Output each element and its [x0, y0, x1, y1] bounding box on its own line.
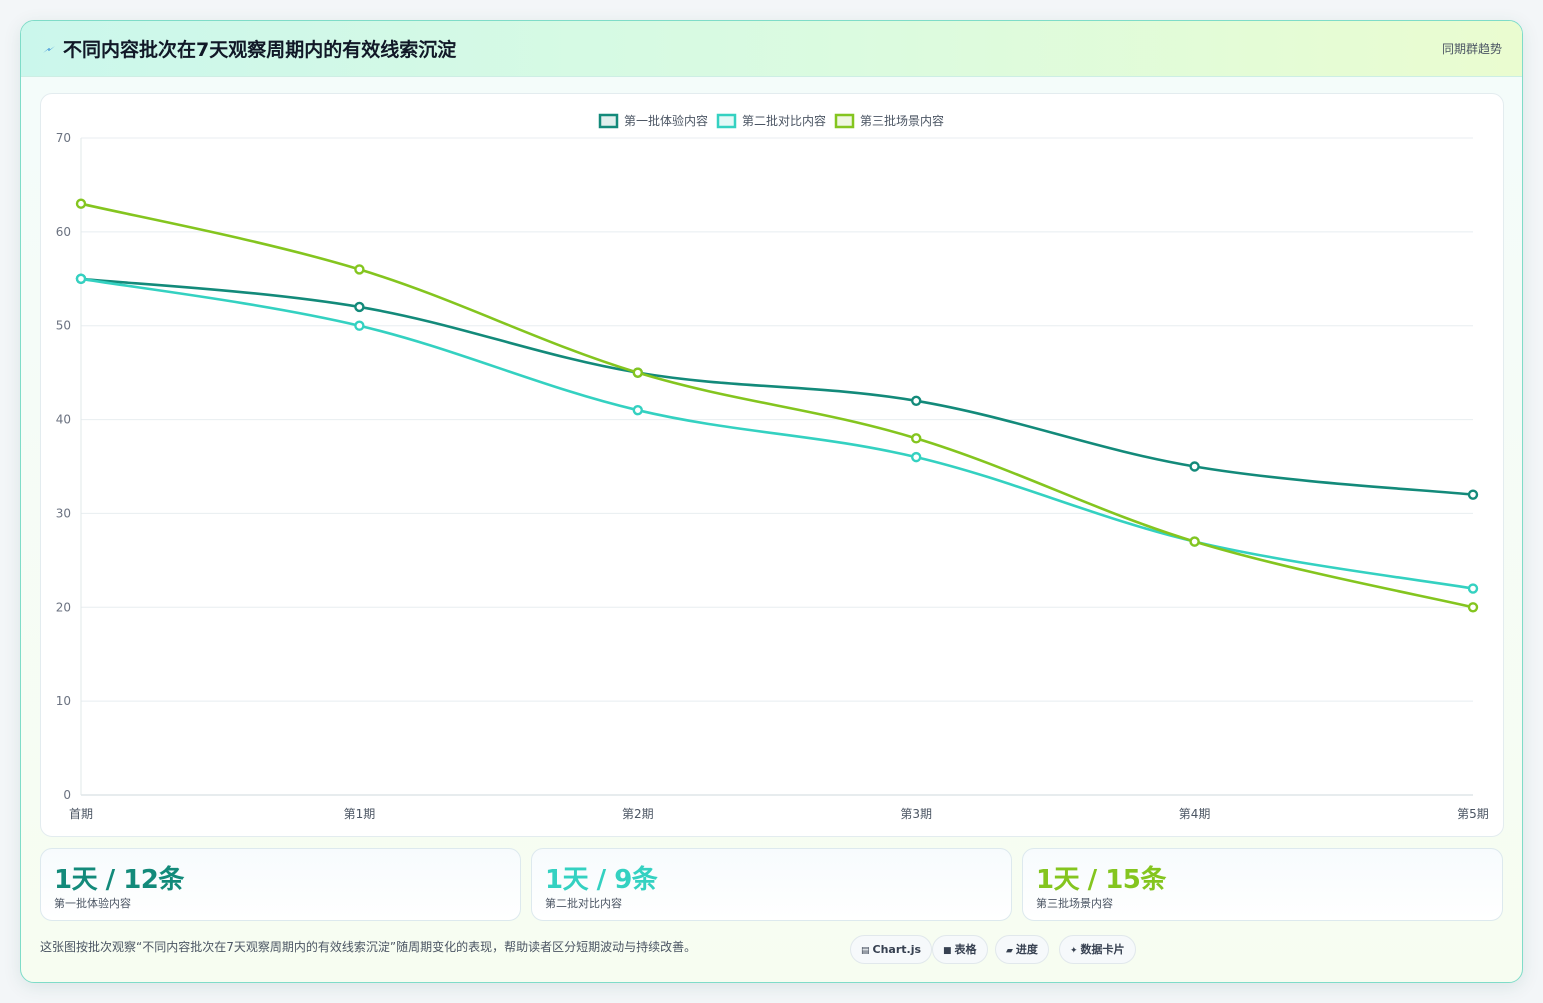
y-tick-label: 0 [63, 788, 71, 802]
legend-swatch [834, 113, 855, 129]
x-tick-label: 第3期 [900, 807, 932, 821]
lightning-icon [41, 40, 57, 58]
data-point [75, 273, 87, 284]
data-point [1467, 602, 1479, 613]
chip-label: 进度 [1015, 943, 1038, 956]
series-line [79, 277, 1475, 590]
x-tick-label: 第1期 [344, 807, 376, 821]
sparkle-icon: ✦ [1070, 946, 1078, 956]
stat-card-batch-2: 1天 / 9条 第二批对比内容 [531, 848, 1012, 921]
data-point [632, 367, 643, 378]
y-tick-label: 50 [56, 319, 71, 333]
chip-progress[interactable]: ▰ 进度 [995, 935, 1049, 964]
legend-label: 第二批对比内容 [742, 113, 826, 128]
chart-panel: 0 10 20 30 40 50 60 70 首期 第1期 第2期 第3期 第4期 第5期 第一批体验内容 第… [40, 93, 1504, 837]
y-tick-label: 60 [56, 225, 71, 239]
data-point [354, 320, 365, 331]
y-tick-label: 70 [56, 131, 71, 145]
data-point [1189, 461, 1200, 472]
data-point [75, 198, 87, 209]
x-tick-label: 第4期 [1179, 807, 1211, 821]
data-point [1467, 489, 1479, 500]
chip-chartjs[interactable]: ▤ Chart.js [850, 935, 933, 964]
data-point [1189, 536, 1200, 547]
table-icon: ■ [943, 946, 952, 956]
stat-value: 1天 / 15条 [1036, 865, 1166, 895]
progress-icon: ▰ [1006, 946, 1013, 956]
stat-label: 第二批对比内容 [545, 897, 622, 910]
data-point [354, 264, 365, 275]
chip-label: 数据卡片 [1080, 943, 1125, 956]
series-line [79, 277, 1475, 496]
chip-label: 表格 [954, 943, 977, 956]
chip-table[interactable]: ■ 表格 [932, 935, 988, 964]
footer-note: 这张图按批次观察“不同内容批次在7天观察周期内的有效线索沉淀”随周期变化的表现，… [40, 940, 697, 954]
header-tag: 同期群趋势 [1441, 42, 1502, 56]
stat-label: 第三批场景内容 [1036, 897, 1113, 910]
y-tick-label: 40 [56, 413, 71, 427]
stat-card-batch-3: 1天 / 15条 第三批场景内容 [1022, 848, 1503, 921]
data-point [632, 404, 643, 416]
chart-icon: ▤ [861, 946, 870, 956]
data-point [911, 451, 922, 463]
data-point [911, 433, 922, 444]
x-tick-label: 第2期 [622, 807, 654, 821]
card-header: 不同内容批次在7天观察周期内的有效线索沉淀 同期群趋势 [21, 21, 1522, 77]
x-tick-label: 首期 [69, 807, 93, 821]
stat-value: 1天 / 9条 [545, 865, 658, 895]
chip-data-card[interactable]: ✦ 数据卡片 [1059, 935, 1136, 964]
y-tick-label: 20 [56, 600, 71, 614]
chart-card: 不同内容批次在7天观察周期内的有效线索沉淀 同期群趋势 0 10 20 30 40 50 6… [20, 20, 1523, 983]
chip-label: Chart.js [872, 943, 922, 956]
stat-card-batch-1: 1天 / 12条 第一批体验内容 [40, 848, 521, 921]
page-title: 不同内容批次在7天观察周期内的有效线索沉淀 [63, 39, 457, 61]
data-point [911, 395, 922, 406]
legend-label: 第三批场景内容 [860, 113, 944, 128]
x-tick-label: 第5期 [1457, 807, 1489, 821]
legend-swatch [716, 113, 737, 129]
stat-cards: 1天 / 12条 第一批体验内容 1天 / 9条 第二批对比内容 1天 / 15… [40, 848, 1504, 921]
y-tick-label: 30 [56, 506, 71, 520]
data-point [1467, 583, 1479, 594]
stat-value: 1天 / 12条 [54, 865, 184, 895]
legend-swatch [598, 113, 619, 129]
y-tick-label: 10 [56, 694, 71, 708]
series-line [79, 202, 1475, 609]
data-point [354, 301, 365, 313]
stat-label: 第一批体验内容 [54, 897, 131, 910]
line-chart: 0 10 20 30 40 50 60 70 首期 第1期 第2期 第3期 第4期 第5期 第一批体验内容 第… [56, 113, 1489, 821]
legend-label: 第一批体验内容 [624, 113, 708, 128]
